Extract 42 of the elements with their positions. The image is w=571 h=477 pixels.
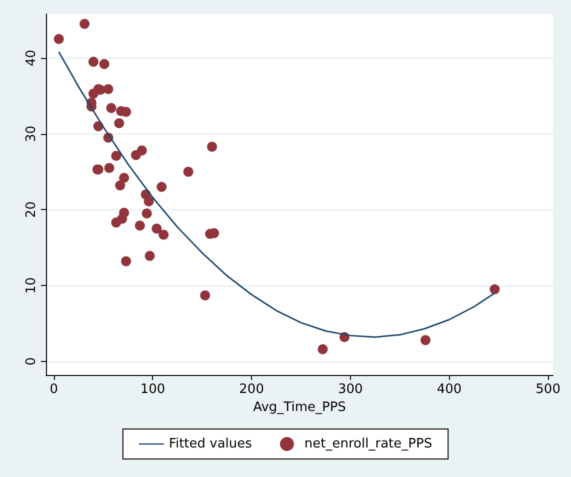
point	[200, 290, 210, 300]
x-tick-label: 400	[436, 382, 462, 397]
point	[111, 150, 122, 161]
x-tick-label: 100	[140, 382, 166, 397]
point	[114, 118, 124, 128]
point	[103, 84, 114, 94]
point	[183, 166, 194, 177]
x-tick-label: 500	[536, 382, 560, 397]
point	[134, 220, 145, 231]
x-axis-title: Avg_Time_PPS	[253, 400, 346, 415]
point	[490, 284, 500, 294]
point	[207, 142, 218, 152]
point	[158, 230, 169, 240]
point	[318, 344, 328, 354]
point	[88, 56, 98, 67]
y-tick-label: 40	[24, 50, 39, 66]
legend-label: Fitted values	[168, 436, 252, 452]
x-tick-label: 200	[239, 382, 264, 397]
x-tick-label: 300	[338, 382, 363, 397]
point	[152, 224, 162, 234]
point	[156, 182, 167, 192]
point	[106, 103, 116, 114]
point	[54, 34, 64, 44]
x-tick-label: 0	[50, 382, 58, 397]
y-tick-label: 0	[24, 357, 39, 366]
y-tick-label: 10	[24, 277, 39, 294]
point	[104, 162, 114, 173]
point	[119, 172, 130, 183]
point	[99, 59, 110, 70]
point	[80, 18, 90, 29]
point	[136, 146, 147, 156]
legend-label: net_enroll_rate_PPS	[304, 436, 432, 452]
point	[111, 218, 122, 228]
point	[142, 208, 152, 218]
point	[115, 180, 126, 190]
point	[420, 335, 431, 346]
point	[121, 256, 132, 266]
y-tick-label: 30	[24, 126, 39, 142]
point	[144, 250, 155, 261]
y-tick-label: 20	[24, 201, 39, 218]
point	[121, 106, 132, 117]
point	[144, 196, 154, 206]
